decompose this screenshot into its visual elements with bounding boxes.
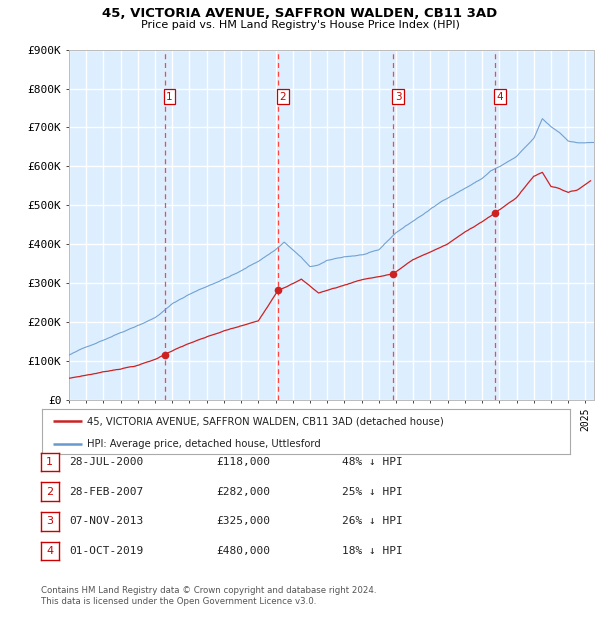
Text: HPI: Average price, detached house, Uttlesford: HPI: Average price, detached house, Uttl… — [87, 439, 320, 449]
Text: 1: 1 — [46, 457, 53, 467]
Text: 45, VICTORIA AVENUE, SAFFRON WALDEN, CB11 3AD: 45, VICTORIA AVENUE, SAFFRON WALDEN, CB1… — [103, 7, 497, 20]
Text: 28-JUL-2000: 28-JUL-2000 — [69, 457, 143, 467]
Text: 01-OCT-2019: 01-OCT-2019 — [69, 546, 143, 556]
Text: £325,000: £325,000 — [216, 516, 270, 526]
Text: £282,000: £282,000 — [216, 487, 270, 497]
Text: Price paid vs. HM Land Registry's House Price Index (HPI): Price paid vs. HM Land Registry's House … — [140, 20, 460, 30]
Text: 2: 2 — [280, 92, 286, 102]
Text: 4: 4 — [46, 546, 53, 556]
Text: £480,000: £480,000 — [216, 546, 270, 556]
Text: 18% ↓ HPI: 18% ↓ HPI — [342, 546, 403, 556]
Text: 1: 1 — [166, 92, 173, 102]
Text: 3: 3 — [46, 516, 53, 526]
Text: £118,000: £118,000 — [216, 457, 270, 467]
Text: 3: 3 — [395, 92, 401, 102]
Text: 07-NOV-2013: 07-NOV-2013 — [69, 516, 143, 526]
Text: 4: 4 — [496, 92, 503, 102]
Text: 28-FEB-2007: 28-FEB-2007 — [69, 487, 143, 497]
Text: 25% ↓ HPI: 25% ↓ HPI — [342, 487, 403, 497]
Text: 26% ↓ HPI: 26% ↓ HPI — [342, 516, 403, 526]
Text: 45, VICTORIA AVENUE, SAFFRON WALDEN, CB11 3AD (detached house): 45, VICTORIA AVENUE, SAFFRON WALDEN, CB1… — [87, 416, 443, 427]
Text: This data is licensed under the Open Government Licence v3.0.: This data is licensed under the Open Gov… — [41, 597, 316, 606]
Text: 2: 2 — [46, 487, 53, 497]
Text: Contains HM Land Registry data © Crown copyright and database right 2024.: Contains HM Land Registry data © Crown c… — [41, 586, 376, 595]
Text: 48% ↓ HPI: 48% ↓ HPI — [342, 457, 403, 467]
